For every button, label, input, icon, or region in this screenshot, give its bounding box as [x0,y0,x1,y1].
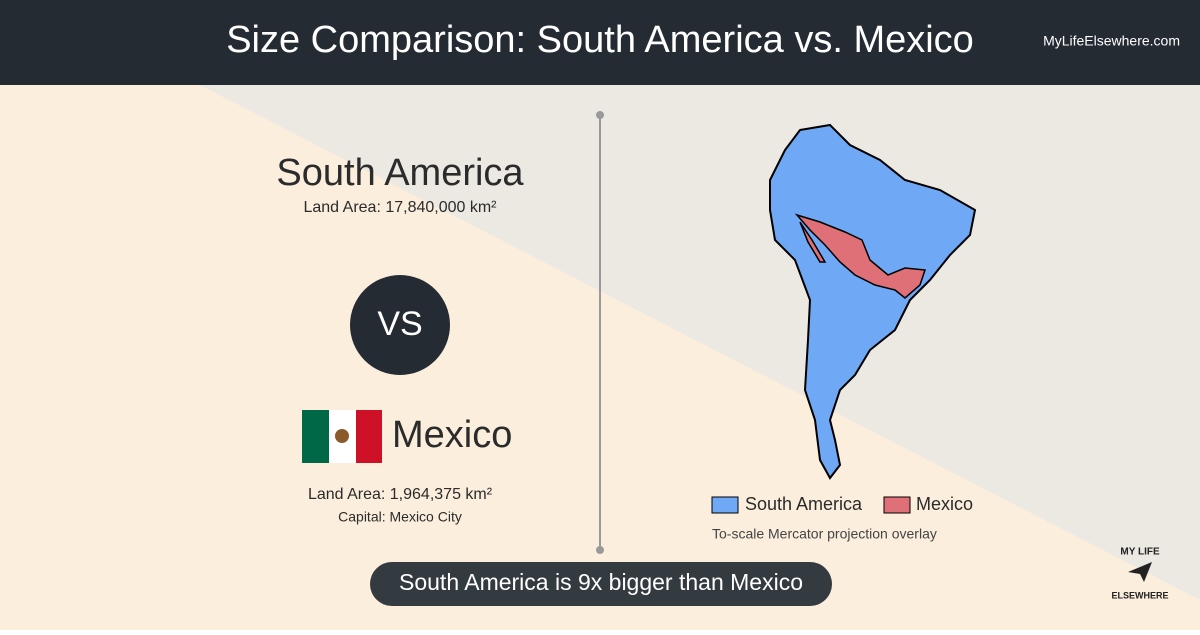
legend-label: South America [745,494,863,514]
vs-circle [350,275,450,375]
second-capital: Capital: Mexico City [338,509,462,525]
legend-label: Mexico [916,494,973,514]
banner-text: South America is 9x bigger than Mexico [399,569,803,595]
first-name: South America [276,152,524,194]
first-area: Land Area: 17,840,000 km² [303,199,497,216]
second-area: Land Area: 1,964,375 km² [308,486,493,503]
header-bar [0,0,1200,85]
second-name: Mexico [392,414,512,456]
vs-text: VS [377,305,422,343]
logo-top: MY LIFE [1120,547,1160,558]
banner [370,562,832,606]
divider-end [596,546,604,554]
logo-bottom: ELSEWHERE [1111,590,1168,600]
south-america-shape [769,123,977,480]
legend-swatch [711,496,739,514]
site-name: MyLifeElsewhere.com [1043,33,1180,49]
flag [302,410,382,463]
title: Size Comparison: South America vs. Mexic… [226,19,974,61]
legend-swatch [883,496,911,514]
caption: To-scale Mercator projection overlay [712,526,937,542]
mexico-shape [794,213,927,299]
logo-plane [1128,562,1152,582]
divider-end [596,111,604,119]
